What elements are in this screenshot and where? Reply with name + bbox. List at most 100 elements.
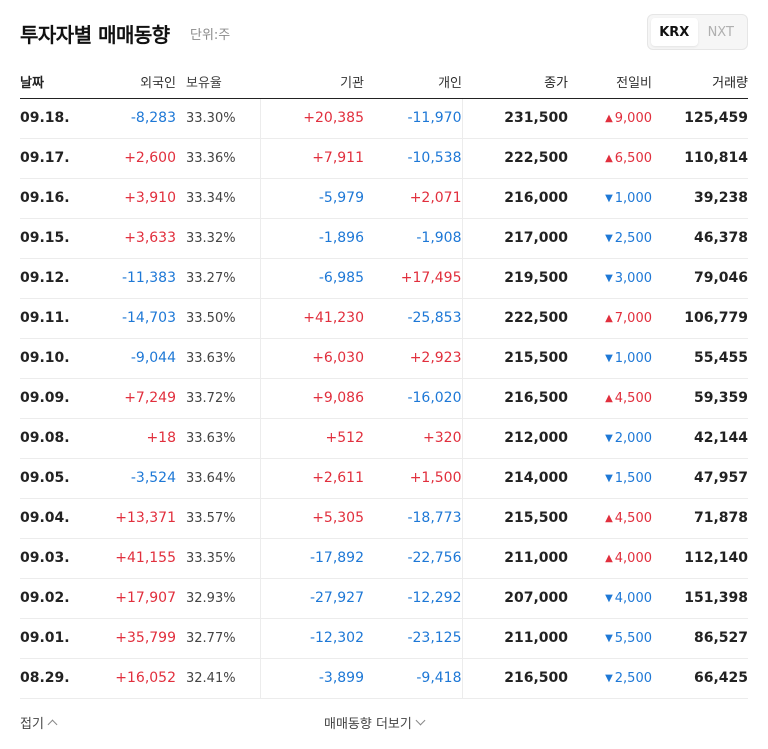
cell-change: ▼ 4,000 [568, 578, 652, 619]
cell-close: 222,500 [462, 298, 568, 339]
cell-change-value: 2,500 [614, 670, 652, 686]
cell-holding: 33.50% [176, 298, 260, 339]
market-option-krx[interactable]: KRX [651, 18, 698, 46]
chevron-up-icon [47, 719, 58, 729]
cell-individual-value: -22,756 [407, 550, 462, 566]
cell-institution-value: -17,892 [309, 550, 364, 566]
collapse-button[interactable]: 접기 [20, 713, 58, 732]
table-row: 09.02. +17,907 32.93% -27,927 -12,292 207,000… [20, 578, 748, 619]
cell-institution: -1,896 [259, 218, 364, 259]
cell-institution-value: +9,086 [312, 390, 364, 406]
cell-individual: -18,773 [364, 498, 463, 539]
cell-holding: 32.41% [176, 658, 260, 699]
triangle-down-icon: ▼ [605, 352, 613, 364]
cell-foreign: -8,283 [82, 98, 176, 139]
cell-institution-value: -12,302 [309, 630, 364, 646]
cell-individual-value: -23,125 [407, 630, 462, 646]
cell-volume-value: 125,459 [684, 110, 748, 126]
triangle-down-icon: ▼ [605, 472, 613, 484]
cell-individual: -16,020 [364, 378, 463, 419]
cell-close-value: 215,500 [504, 350, 568, 366]
cell-holding-value: 33.36% [186, 150, 236, 166]
cell-institution-value: +512 [325, 430, 364, 446]
cell-foreign: -3,524 [82, 458, 176, 499]
cell-volume: 86,527 [652, 618, 748, 659]
col-header-close: 종가 [462, 66, 568, 99]
cell-date-value: 09.08. [20, 430, 70, 446]
cell-institution-value: -1,896 [318, 230, 364, 246]
cell-volume-value: 47,957 [693, 470, 748, 486]
table-row: 09.09. +7,249 33.72% +9,086 -16,020 216,500 ▲ 4… [20, 378, 748, 419]
triangle-down-icon: ▼ [605, 232, 613, 244]
unit-label: 단위:주 [190, 28, 231, 43]
cell-institution: +7,911 [259, 138, 364, 179]
col-header-foreign: 외국인 [82, 66, 176, 99]
cell-foreign-value: -8,283 [130, 110, 176, 126]
cell-holding-value: 33.64% [186, 470, 236, 486]
cell-date-value: 08.29. [20, 670, 70, 686]
cell-date: 09.18. [20, 98, 82, 139]
cell-individual-value: -1,908 [416, 230, 462, 246]
triangle-down-icon: ▼ [605, 632, 613, 644]
triangle-down-icon: ▼ [605, 272, 613, 284]
cell-date: 08.29. [20, 658, 82, 699]
panel-footer: 접기 매매동향 더보기 [20, 699, 748, 749]
cell-foreign-value: -14,703 [121, 310, 176, 326]
cell-foreign: -9,044 [82, 338, 176, 379]
cell-date-value: 09.11. [20, 310, 70, 326]
cell-holding: 33.63% [176, 338, 260, 379]
cell-foreign: +16,052 [82, 658, 176, 699]
cell-volume: 110,814 [652, 138, 748, 179]
cell-change: ▲ 4,000 [568, 538, 652, 579]
cell-close-value: 217,000 [504, 230, 568, 246]
cell-change: ▼ 5,500 [568, 618, 652, 659]
cell-date-value: 09.16. [20, 190, 70, 206]
cell-institution-value: +7,911 [312, 150, 364, 166]
cell-holding-value: 33.35% [186, 550, 236, 566]
cell-change: ▼ 3,000 [568, 258, 652, 299]
triangle-down-icon: ▼ [605, 432, 613, 444]
cell-date-value: 09.15. [20, 230, 70, 246]
cell-individual: -23,125 [364, 618, 463, 659]
cell-date-value: 09.02. [20, 590, 70, 606]
cell-volume: 71,878 [652, 498, 748, 539]
cell-foreign: +13,371 [82, 498, 176, 539]
cell-close: 215,500 [462, 338, 568, 379]
cell-close-value: 219,500 [504, 270, 568, 286]
cell-close: 211,000 [462, 538, 568, 579]
table-row: 09.04. +13,371 33.57% +5,305 -18,773 215,500 ▲… [20, 498, 748, 539]
cell-date: 09.15. [20, 218, 82, 259]
col-header-individual: 개인 [364, 66, 462, 99]
cell-institution: +5,305 [259, 498, 364, 539]
cell-holding-value: 33.30% [186, 110, 236, 126]
cell-close: 231,500 [462, 98, 568, 139]
cell-close: 214,000 [462, 458, 568, 499]
cell-foreign: +3,633 [82, 218, 176, 259]
cell-date: 09.10. [20, 338, 82, 379]
cell-volume: 39,238 [652, 178, 748, 219]
cell-holding-value: 32.77% [186, 630, 236, 646]
cell-individual-value: -10,538 [407, 150, 462, 166]
cell-holding: 33.35% [176, 538, 260, 579]
cell-change-value: 1,000 [614, 190, 652, 206]
market-option-nxt[interactable]: NXT [707, 24, 734, 40]
table-row: 09.08. +18 33.63% +512 +320 212,000 ▼ 2,000 42,1… [20, 418, 748, 459]
cell-individual-value: +2,071 [409, 190, 462, 206]
cell-date: 09.17. [20, 138, 82, 179]
cell-change: ▼ 2,500 [568, 658, 652, 699]
cell-change-value: 5,500 [614, 630, 652, 646]
cell-holding-value: 33.72% [186, 390, 236, 406]
cell-institution: -6,985 [259, 258, 364, 299]
cell-individual: +2,071 [364, 178, 463, 219]
cell-institution-value: +5,305 [312, 510, 364, 526]
more-trading-button[interactable]: 매매동향 더보기 [324, 713, 426, 732]
table-row: 09.16. +3,910 33.34% -5,979 +2,071 216,000 ▼ 1,… [20, 178, 748, 219]
cell-foreign-value: +2,600 [124, 150, 176, 166]
table-row: 09.18. -8,283 33.30% +20,385 -11,970 231,500 ▲… [20, 98, 748, 139]
cell-close-value: 222,500 [504, 150, 568, 166]
cell-date-value: 09.04. [20, 510, 70, 526]
cell-volume-value: 46,378 [693, 230, 748, 246]
cell-institution-value: +6,030 [312, 350, 364, 366]
cell-date-value: 09.01. [20, 630, 70, 646]
cell-close: 216,000 [462, 178, 568, 219]
